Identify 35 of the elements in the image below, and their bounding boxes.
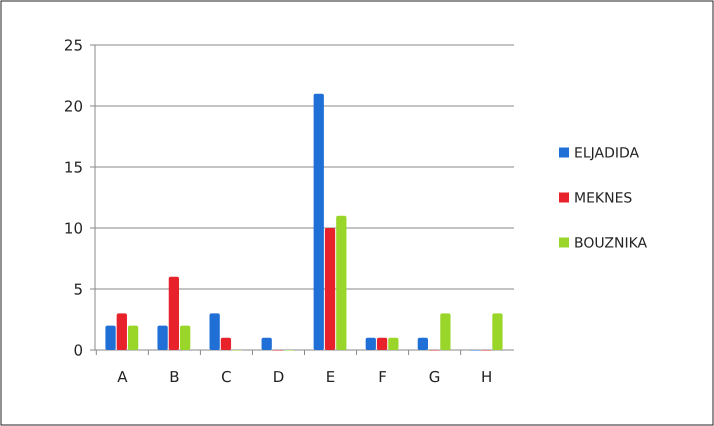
y-tick-label: 20: [64, 97, 83, 116]
x-tick-label: H: [481, 368, 492, 386]
x-tick-label: A: [117, 368, 128, 386]
x-tick-label: E: [326, 368, 336, 386]
y-tick-label: 5: [73, 280, 83, 298]
bar: [324, 228, 336, 350]
x-tick-label: G: [428, 368, 440, 386]
bar: [314, 94, 324, 350]
legend-label: MEKNES: [574, 190, 632, 206]
bar: [418, 338, 428, 350]
bar: [210, 313, 220, 350]
bar: [220, 338, 232, 350]
bar: [336, 216, 346, 350]
y-tick-label: 10: [64, 219, 83, 238]
bar: [388, 338, 398, 350]
bar: [492, 313, 503, 350]
bar: [168, 276, 180, 350]
y-tick-label: 25: [64, 36, 83, 54]
y-tick-label: 0: [73, 341, 83, 360]
x-tick-label: B: [169, 368, 180, 386]
bar: [157, 326, 168, 350]
bar: [262, 338, 272, 350]
bar: [116, 313, 127, 350]
legend-label: ELJADIDA: [574, 145, 640, 162]
x-tick-label: C: [221, 368, 232, 386]
bar: [440, 313, 451, 350]
bar: [105, 326, 116, 350]
bar: [376, 338, 388, 350]
legend-label: BOUZNIKA: [574, 235, 648, 252]
bar: [180, 326, 190, 350]
bar: [128, 326, 138, 350]
x-tick-label: F: [378, 368, 387, 386]
x-tick-label: D: [272, 368, 284, 386]
bar: [366, 338, 376, 350]
y-tick-label: 15: [64, 158, 83, 176]
